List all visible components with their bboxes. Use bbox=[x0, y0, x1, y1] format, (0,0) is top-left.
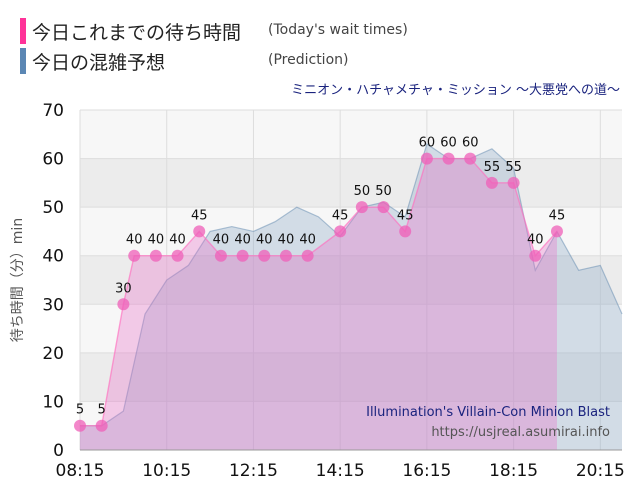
x-tick-label: 14:15 bbox=[316, 461, 365, 481]
legend-today-swatch bbox=[20, 18, 26, 44]
x-tick-label: 20:15 bbox=[576, 461, 625, 481]
today-point bbox=[355, 201, 368, 214]
legend-prediction-swatch bbox=[20, 48, 26, 74]
today-point bbox=[193, 225, 206, 238]
today-point bbox=[74, 419, 86, 432]
today-point bbox=[550, 225, 563, 238]
y-tick-label: 70 bbox=[42, 101, 64, 121]
today-point-label: 45 bbox=[332, 208, 349, 223]
y-axis-label: 待ち時間（分）min bbox=[10, 218, 26, 342]
x-tick-label: 10:15 bbox=[142, 461, 191, 481]
today-point bbox=[420, 152, 433, 165]
today-point bbox=[279, 249, 292, 262]
credit-url: https://usjreal.asumirai.info bbox=[431, 425, 610, 440]
today-point-label: 40 bbox=[278, 233, 295, 248]
today-point bbox=[117, 298, 130, 311]
today-point-label: 55 bbox=[505, 160, 522, 175]
today-point-label: 50 bbox=[354, 184, 371, 199]
plot-band bbox=[80, 255, 622, 305]
today-point-label: 45 bbox=[191, 208, 208, 223]
x-tick-label: 16:15 bbox=[402, 461, 451, 481]
today-point bbox=[529, 249, 542, 262]
today-point-label: 40 bbox=[299, 233, 316, 248]
prediction-area bbox=[80, 144, 622, 450]
today-point-label: 40 bbox=[256, 233, 273, 248]
today-point bbox=[442, 152, 455, 165]
x-tick-label: 18:15 bbox=[489, 461, 538, 481]
today-point bbox=[149, 249, 162, 262]
today-point-label: 40 bbox=[213, 233, 230, 248]
today-point-label: 50 bbox=[375, 184, 392, 199]
today-point bbox=[464, 152, 477, 165]
today-point bbox=[485, 176, 498, 189]
today-point-label: 30 bbox=[115, 281, 132, 296]
legend-prediction-sub: (Prediction) bbox=[268, 52, 349, 68]
today-point-label: 40 bbox=[234, 233, 251, 248]
today-point bbox=[301, 249, 314, 262]
today-point-label: 45 bbox=[549, 208, 566, 223]
today-point-label: 5 bbox=[98, 403, 106, 418]
credit-name: Illumination's Villain-Con Minion Blast bbox=[366, 405, 610, 420]
today-point-label: 40 bbox=[169, 233, 186, 248]
today-point-label: 60 bbox=[462, 136, 479, 151]
x-tick-label: 08:15 bbox=[56, 461, 105, 481]
y-tick-label: 20 bbox=[42, 344, 64, 364]
today-point-label: 40 bbox=[126, 233, 143, 248]
x-tick-label: 12:15 bbox=[229, 461, 278, 481]
y-tick-label: 50 bbox=[42, 198, 64, 218]
y-tick-label: 60 bbox=[42, 150, 64, 170]
today-point-label: 60 bbox=[419, 136, 436, 151]
today-point bbox=[258, 249, 271, 262]
today-point-label: 40 bbox=[148, 233, 165, 248]
today-point bbox=[171, 249, 184, 262]
today-point bbox=[334, 225, 347, 238]
today-point bbox=[214, 249, 227, 262]
today-point bbox=[507, 176, 520, 189]
today-point-label: 5 bbox=[76, 403, 84, 418]
today-point-label: 40 bbox=[527, 233, 544, 248]
today-point bbox=[377, 201, 390, 214]
today-point bbox=[128, 249, 141, 262]
y-tick-label: 10 bbox=[42, 392, 64, 412]
legend-prediction-label: 今日の混雑予想 bbox=[32, 52, 166, 74]
y-tick-label: 0 bbox=[53, 441, 64, 461]
plot-band bbox=[80, 352, 622, 402]
today-point bbox=[236, 249, 249, 262]
today-point-label: 60 bbox=[440, 136, 457, 151]
legend-today-sub: (Today's wait times) bbox=[268, 22, 408, 38]
today-point bbox=[399, 225, 412, 238]
y-tick-label: 30 bbox=[42, 295, 64, 315]
plot-band bbox=[80, 158, 622, 208]
today-point-label: 45 bbox=[397, 208, 414, 223]
today-point bbox=[95, 419, 108, 432]
today-point-label: 55 bbox=[484, 160, 501, 175]
legend-today-label: 今日これまでの待ち時間 bbox=[32, 22, 242, 44]
attraction-title: ミニオン・ハチャメチャ・ミッション ～大悪党への道～ bbox=[291, 83, 620, 98]
y-tick-label: 40 bbox=[42, 247, 64, 267]
